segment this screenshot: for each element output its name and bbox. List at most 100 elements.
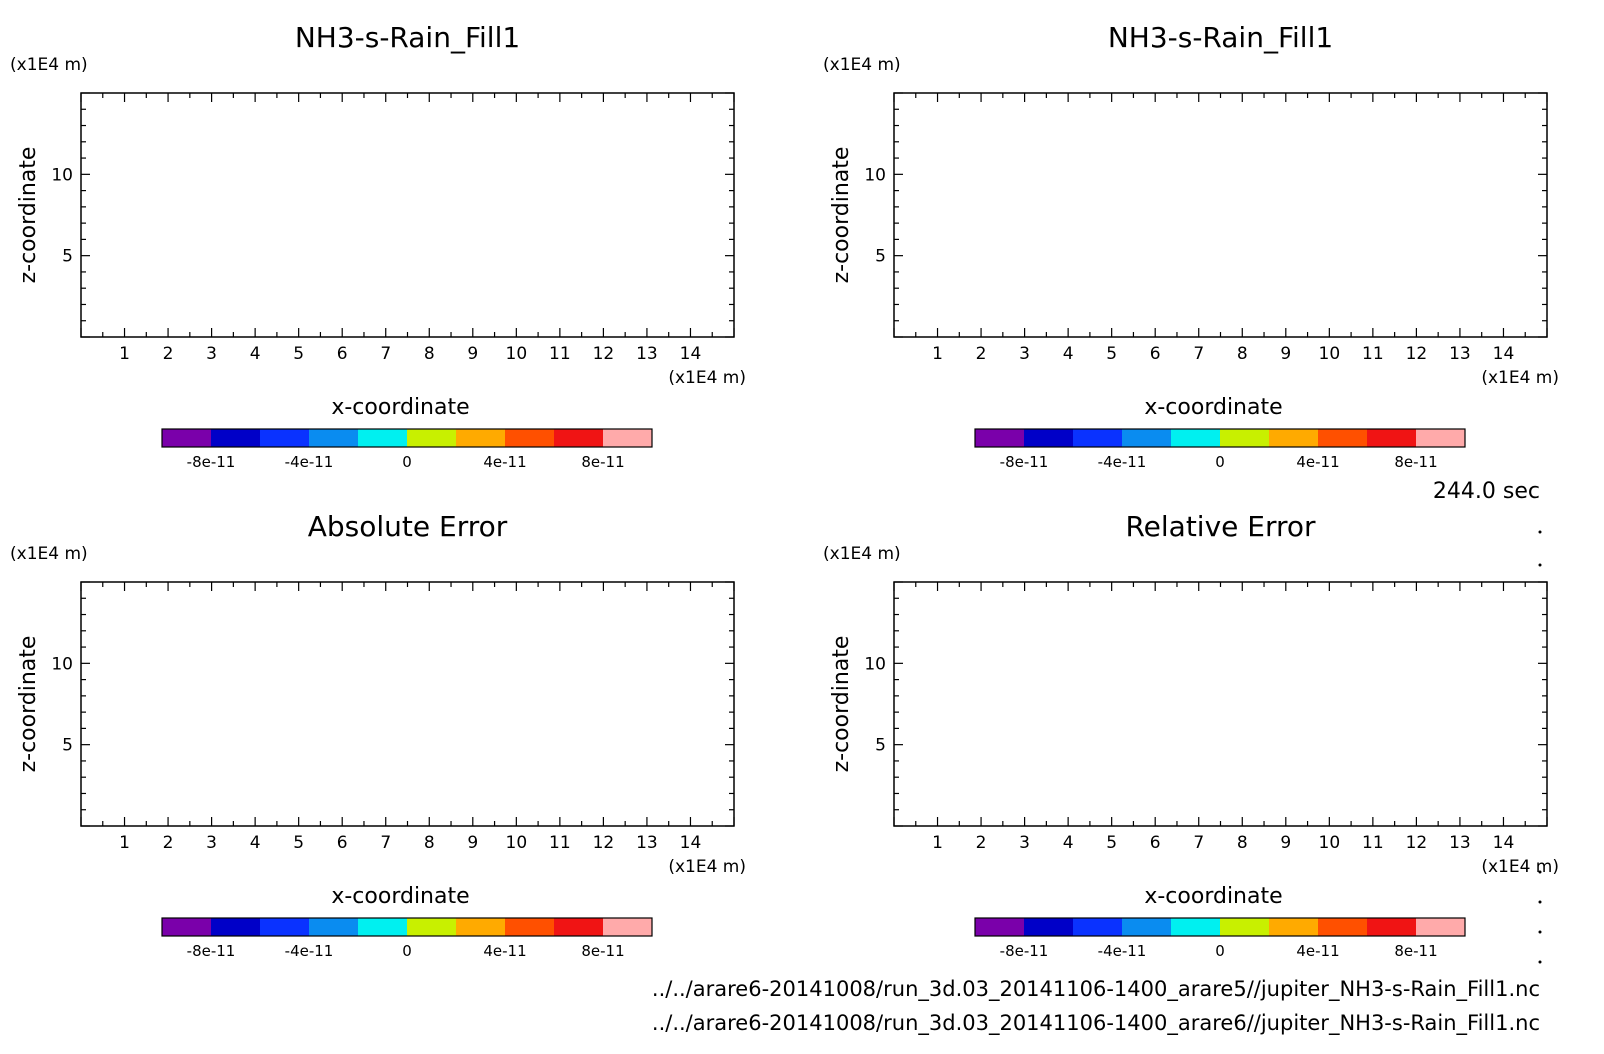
- y-tick-label: 5: [62, 736, 73, 756]
- x-tick-label: 14: [680, 344, 702, 364]
- x-tick-label: 11: [549, 344, 571, 364]
- x-tick-label: 12: [593, 344, 615, 364]
- colorbar-label: -8e-11: [1000, 942, 1049, 960]
- x-axis-label: x-coordinate: [1144, 884, 1282, 909]
- colorbar-label: -4e-11: [1098, 942, 1147, 960]
- x-tick-label: 10: [506, 344, 528, 364]
- colorbar-segment: [309, 918, 359, 936]
- x-unit-label: (x1E4 m): [668, 857, 746, 877]
- y-axis-label: z-coordinate: [829, 636, 854, 773]
- colorbar-segment: [407, 429, 457, 447]
- x-tick-label: 12: [1406, 344, 1428, 364]
- colorbar-segment: [1220, 429, 1270, 447]
- x-tick-label: 4: [250, 344, 261, 364]
- x-tick-label: 5: [1106, 344, 1117, 364]
- colorbar-segment: [358, 429, 408, 447]
- edge-dots: [1538, 530, 1542, 964]
- colorbar-label: -8e-11: [1000, 453, 1049, 471]
- x-tick-label: 1: [932, 833, 943, 853]
- y-axis-label: z-coordinate: [829, 147, 854, 284]
- colorbar-segment: [975, 429, 1025, 447]
- x-unit-label: (x1E4 m): [1481, 368, 1559, 388]
- colorbar-label: 8e-11: [581, 453, 624, 471]
- colorbar-segment: [1220, 918, 1270, 936]
- colorbar-segment: [162, 918, 212, 936]
- x-tick-label: 14: [1493, 833, 1515, 853]
- colorbar-segment: [1073, 429, 1123, 447]
- x-tick-label: 8: [424, 833, 435, 853]
- y-tick-label: 5: [875, 736, 886, 756]
- colorbar-segment: [1122, 918, 1172, 936]
- chart-panel-3: Absolute Error(x1E4 m)1 2 3 4 5 6 7 8 9 10 11 12 13 1…: [10, 510, 746, 960]
- x-tick-label: 2: [163, 344, 174, 364]
- colorbar-segment: [162, 429, 212, 447]
- colorbar-segment: [1171, 918, 1221, 936]
- x-tick-label: 2: [976, 344, 987, 364]
- colorbar-segment: [505, 918, 555, 936]
- y-axis-label: z-coordinate: [16, 147, 41, 284]
- x-tick-label: 5: [1106, 833, 1117, 853]
- colorbar-segment: [1318, 429, 1368, 447]
- x-tick-label: 9: [1280, 344, 1291, 364]
- x-tick-label: 9: [467, 833, 478, 853]
- colorbar-label: -8e-11: [187, 453, 236, 471]
- x-tick-label: 5: [293, 833, 304, 853]
- x-tick-label: 7: [380, 833, 391, 853]
- y-tick-label: 5: [875, 247, 886, 267]
- x-tick-label: 7: [1193, 833, 1204, 853]
- x-tick-label: 9: [467, 344, 478, 364]
- x-tick-label: 1: [119, 833, 130, 853]
- x-tick-label: 6: [337, 344, 348, 364]
- x-tick-label: 1: [932, 344, 943, 364]
- colorbar-frame: [974, 428, 1466, 448]
- colorbar-label: 0: [402, 453, 412, 471]
- x-tick-label: 12: [1406, 833, 1428, 853]
- colorbar-label: -8e-11: [187, 942, 236, 960]
- colorbar-label: 0: [402, 942, 412, 960]
- x-tick-label: 14: [680, 833, 702, 853]
- y-unit-label: (x1E4 m): [10, 544, 88, 564]
- panels: NH3-s-Rain_Fill1(x1E4 m)1 2 3 4 5 6 7 8 9 10 11 12 1…: [10, 21, 1559, 960]
- file-path-2: ../../arare6-20141008/run_3d.03_20141106…: [652, 1011, 1540, 1036]
- y-tick-label: 10: [864, 654, 886, 674]
- x-unit-label: (x1E4 m): [668, 368, 746, 388]
- x-tick-label: 13: [636, 833, 658, 853]
- colorbar-segment: [211, 429, 261, 447]
- colorbar-label: 8e-11: [1394, 942, 1437, 960]
- colorbar-segment: [603, 429, 653, 447]
- colorbar-segment: [1122, 429, 1172, 447]
- colorbar-segment: [975, 918, 1025, 936]
- x-tick-label: 10: [1319, 344, 1341, 364]
- colorbar-segment: [1367, 918, 1417, 936]
- x-tick-label: 13: [1449, 833, 1471, 853]
- colorbar-label: -4e-11: [285, 453, 334, 471]
- x-tick-label: 2: [976, 833, 987, 853]
- chart-title: NH3-s-Rain_Fill1: [295, 21, 520, 54]
- colorbar-segment: [1416, 429, 1466, 447]
- colorbar-segment: [260, 429, 310, 447]
- x-tick-label: 8: [424, 344, 435, 364]
- file-path-1: ../../arare6-20141008/run_3d.03_20141106…: [652, 977, 1540, 1002]
- chart-title: Relative Error: [1125, 510, 1316, 543]
- x-tick-label: 14: [1493, 344, 1515, 364]
- chart-panel-4: Relative Error(x1E4 m)1 2 3 4 5 6 7 8 9 10 11 12 13 1…: [823, 510, 1559, 960]
- colorbar-segment: [554, 918, 604, 936]
- colorbar-segment: [309, 429, 359, 447]
- x-axis-label: x-coordinate: [331, 395, 469, 420]
- colorbar-segment: [1367, 429, 1417, 447]
- plot-frame: [80, 581, 735, 827]
- x-tick-label: 13: [636, 344, 658, 364]
- colorbar-segment: [358, 918, 408, 936]
- x-tick-label: 4: [250, 833, 261, 853]
- colorbar-segment: [1416, 918, 1466, 936]
- colorbar-label: 0: [1215, 453, 1225, 471]
- colorbar-label: 0: [1215, 942, 1225, 960]
- x-tick-label: 11: [1362, 833, 1384, 853]
- plot-frame: [893, 581, 1548, 827]
- x-tick-label: 5: [293, 344, 304, 364]
- x-tick-label: 6: [1150, 344, 1161, 364]
- colorbar-segment: [456, 429, 506, 447]
- colorbar-segment: [1024, 429, 1074, 447]
- colorbar-frame: [161, 428, 653, 448]
- y-unit-label: (x1E4 m): [10, 55, 88, 75]
